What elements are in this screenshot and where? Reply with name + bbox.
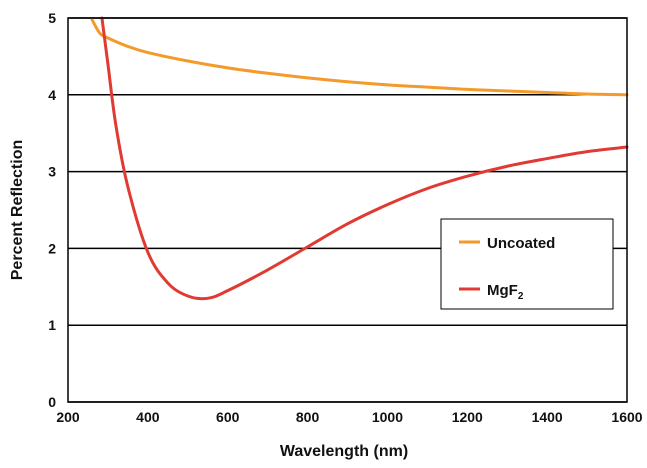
series-lines <box>90 16 629 301</box>
y-tick-label: 1 <box>48 317 56 333</box>
x-tick-labels: 200 400 600 800 1000 1200 1400 1600 <box>56 409 642 425</box>
x-tick-label: 200 <box>56 409 80 425</box>
legend-label-mgf2: MgF2 <box>487 282 524 302</box>
x-axis-title: Wavelength (nm) <box>280 443 408 460</box>
series-line-uncoated <box>90 18 629 97</box>
x-tick-label: 1200 <box>452 409 483 425</box>
plot-frame <box>67 17 628 403</box>
legend-box <box>440 218 614 310</box>
y-tick-label: 4 <box>48 87 56 103</box>
series-line-mgf2 <box>100 16 629 301</box>
legend-label-mgf2-main: MgF <box>487 282 518 299</box>
y-tick-labels: 0 1 2 3 4 5 <box>48 10 56 410</box>
y-axis-title: Percent Reflection <box>9 140 26 280</box>
legend-label-uncoated: Uncoated <box>487 235 555 252</box>
x-tick-label: 1000 <box>372 409 403 425</box>
y-tick-label: 5 <box>48 10 56 26</box>
y-tick-label: 3 <box>48 164 56 180</box>
y-tick-label: 2 <box>48 240 56 256</box>
legend-label-mgf2-subscript: 2 <box>518 291 524 302</box>
x-tick-label: 400 <box>136 409 160 425</box>
y-tick-label: 0 <box>48 394 56 410</box>
x-tick-label: 1400 <box>532 409 563 425</box>
x-tick-label: 800 <box>296 409 320 425</box>
x-tick-label: 600 <box>216 409 240 425</box>
x-tick-label: 1600 <box>611 409 642 425</box>
gridlines <box>68 17 627 403</box>
legend: Uncoated MgF2 <box>440 218 614 310</box>
